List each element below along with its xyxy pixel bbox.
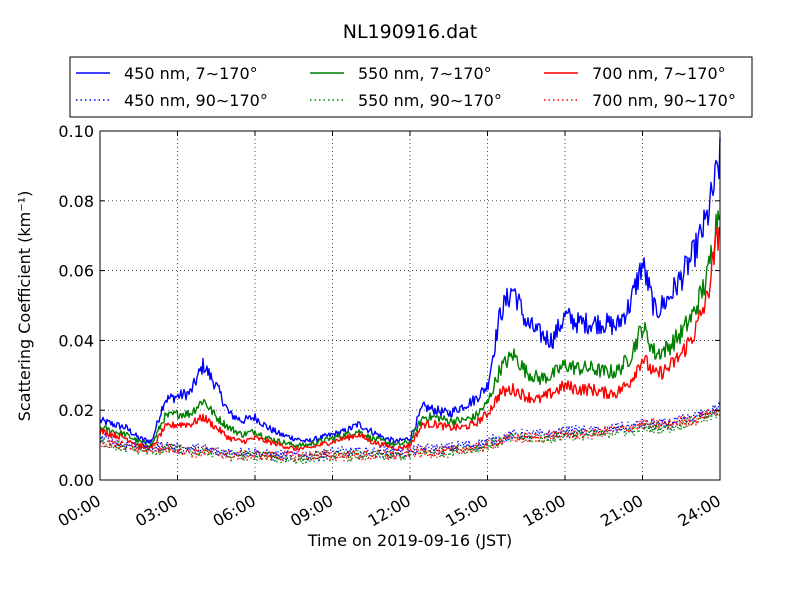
y-tick-label: 0.08 [58, 192, 94, 211]
series-layer [99, 137, 721, 466]
legend-label-550-back: 550 nm, 90∼170° [358, 91, 502, 110]
y-axis-title: Scattering Coefficient (km⁻¹) [15, 191, 34, 422]
legend-frame [69, 56, 753, 118]
y-tick-label: 0.04 [58, 331, 94, 350]
x-axis-title: Time on 2019-09-16 (JST) [307, 531, 512, 550]
y-tick-label: 0.10 [58, 122, 94, 141]
series-line-3 [99, 401, 721, 462]
y-tick-label: 0.06 [58, 262, 94, 281]
legend-label-550-full: 550 nm, 7∼170° [358, 64, 492, 83]
legend-label-700-back: 700 nm, 90∼170° [592, 91, 736, 110]
legend: 450 nm, 7∼170° 550 nm, 7∼170° 700 nm, 7∼… [69, 56, 753, 118]
series-line-5 [99, 407, 721, 462]
chart-title: NL190916.dat [343, 21, 478, 43]
grid [100, 131, 720, 480]
legend-label-450-full: 450 nm, 7∼170° [124, 64, 258, 83]
y-tick-label: 0.00 [58, 471, 94, 490]
legend-label-700-full: 700 nm, 7∼170° [592, 64, 726, 83]
legend-label-450-back: 450 nm, 90∼170° [124, 91, 268, 110]
series-line-2 [99, 226, 721, 452]
series-line-1 [99, 210, 721, 448]
series-line-4 [99, 408, 721, 466]
y-tick-label: 0.02 [58, 401, 94, 420]
